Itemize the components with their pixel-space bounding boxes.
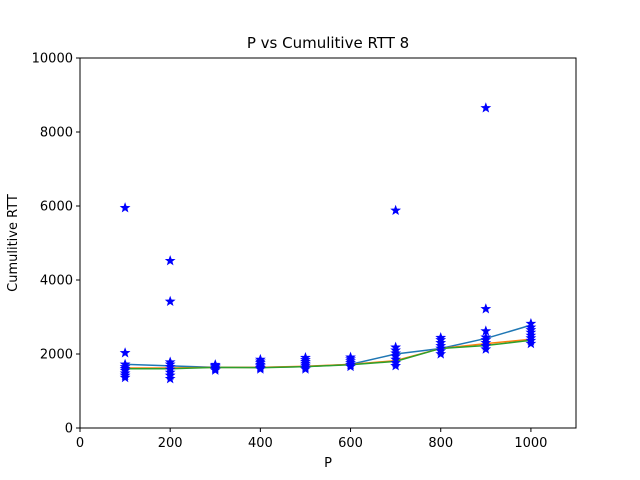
scatter-point	[164, 373, 176, 384]
x-tick-label: 0	[76, 436, 84, 451]
scatter-point	[390, 204, 402, 216]
series-layer	[125, 324, 532, 370]
scatter-point	[390, 360, 402, 371]
chart-title: P vs Cumulitive RTT 8	[247, 34, 409, 52]
scatter-point	[435, 348, 447, 359]
scatter-point	[209, 364, 221, 375]
scatter-point	[164, 295, 176, 307]
x-tick-label: 600	[338, 436, 363, 451]
x-axis: 0 200 400 600 800 1000	[76, 428, 547, 451]
scatter-point	[480, 303, 492, 314]
scatter-point	[119, 372, 131, 383]
plot-frame	[79, 57, 577, 429]
scatter-point	[480, 343, 492, 354]
y-axis-label: Cumulitive RTT	[6, 194, 21, 292]
scatter-point	[345, 360, 356, 372]
y-tick-label: 6000	[40, 200, 73, 215]
scatter-point	[525, 337, 537, 349]
scatter-point	[119, 202, 131, 213]
y-tick-label: 2000	[40, 348, 73, 363]
x-tick-label: 1000	[514, 436, 547, 451]
x-tick-label: 800	[428, 436, 453, 451]
x-tick-label: 400	[248, 436, 273, 451]
y-tick-label: 8000	[40, 126, 73, 141]
scatter-point	[254, 363, 266, 374]
x-tick-label: 200	[158, 436, 183, 451]
series-line-3	[125, 339, 531, 370]
scatter-point	[480, 102, 492, 113]
x-axis-label: P	[324, 456, 332, 471]
y-tick-label: 0	[65, 422, 73, 437]
points-layer	[119, 102, 537, 384]
scatter-point	[300, 363, 311, 374]
scatter-point	[164, 255, 176, 266]
y-tick-label: 10000	[32, 52, 73, 67]
y-axis: 0 2000 4000 6000 8000 10000	[32, 52, 80, 437]
y-tick-label: 4000	[40, 274, 73, 289]
scatter-point	[119, 347, 131, 358]
